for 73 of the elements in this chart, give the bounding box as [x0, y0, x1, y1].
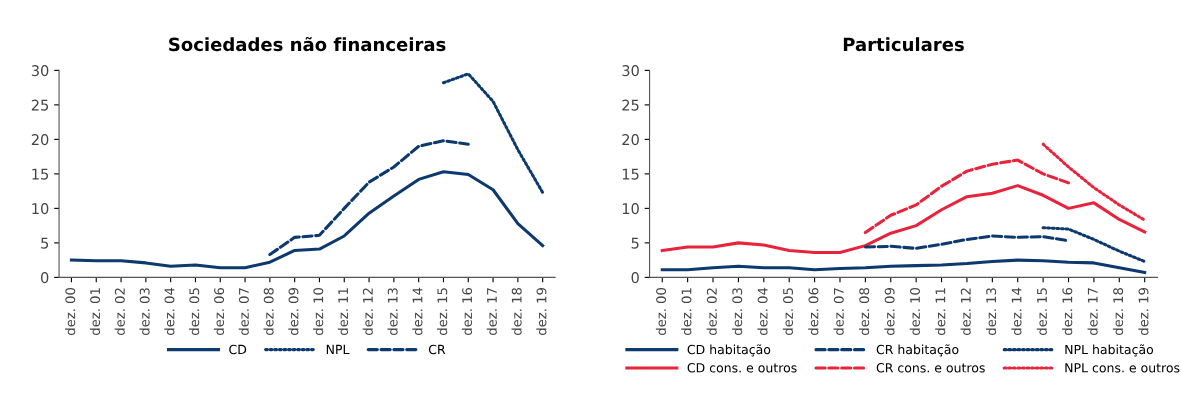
- line-series: [268, 139, 470, 257]
- legend-label: CR cons. e outros: [876, 363, 985, 373]
- x-tick-label: dez. 10: [909, 287, 920, 335]
- x-tick-label: dez. 12: [362, 288, 373, 335]
- line-series: [69, 170, 545, 270]
- x-tick-label: dez. 08: [858, 288, 870, 335]
- x-tick-label: dez. 11: [935, 288, 946, 335]
- x-tick-label: dez. 14: [1011, 287, 1022, 335]
- y-tick-label: 10: [32, 203, 49, 215]
- x-tick-label: dez. 02: [114, 288, 125, 335]
- y-tick-label: 25: [31, 99, 49, 111]
- y-tick-label: 20: [622, 134, 639, 146]
- x-tick-label: dez. 05: [782, 288, 794, 335]
- y-tick-label: 5: [41, 237, 49, 249]
- line-series: [1041, 226, 1147, 264]
- x-tick-label: dez. 06: [808, 287, 819, 335]
- x-tick-label: dez. 04: [164, 287, 175, 335]
- legend-label: CR habitação: [876, 344, 959, 357]
- line-series: [863, 158, 1071, 235]
- x-tick-label: dez. 05: [189, 288, 200, 335]
- x-tick-label: dez. 07: [238, 288, 249, 335]
- x-tick-label: dez. 07: [833, 288, 844, 335]
- line-series: [1041, 142, 1147, 222]
- x-tick-label: dez. 16: [461, 287, 473, 335]
- y-tick-label: 0: [631, 272, 639, 284]
- y-tick-label: 30: [31, 65, 49, 77]
- legend-label: CR: [428, 344, 446, 355]
- x-tick-label: dez. 08: [263, 288, 274, 335]
- x-tick-label: dez. 16: [1062, 287, 1073, 335]
- x-tick-label: dez. 13: [387, 288, 398, 335]
- x-tick-label: dez. 15: [437, 288, 448, 335]
- x-tick-label: dez. 17: [1087, 288, 1098, 335]
- x-tick-label: dez. 00: [655, 287, 667, 335]
- line-series: [441, 72, 545, 195]
- x-tick-label: dez. 19: [536, 288, 547, 335]
- legend-label: CD habitação: [687, 344, 771, 357]
- x-tick-label: dez. 02: [706, 288, 717, 335]
- y-tick-label: 15: [32, 168, 49, 180]
- x-tick-label: dez. 19: [1138, 288, 1149, 335]
- x-tick-label: dez. 13: [985, 288, 997, 335]
- legend-label: CD cons. e outros: [687, 363, 797, 373]
- x-tick-label: dez. 17: [486, 288, 497, 335]
- x-tick-label: dez. 00: [65, 287, 76, 335]
- x-tick-label: dez. 14: [412, 287, 423, 335]
- y-tick-label: 10: [622, 203, 639, 215]
- x-tick-label: dez. 04: [757, 287, 768, 335]
- y-tick-label: 30: [622, 65, 639, 77]
- y-tick-label: 15: [622, 168, 639, 180]
- legend-label: NPL cons. e outros: [1065, 363, 1180, 373]
- x-tick-label: dez. 01: [681, 288, 692, 335]
- x-tick-label: dez. 10: [313, 287, 324, 335]
- x-tick-label: dez. 09: [884, 288, 895, 335]
- x-tick-label: dez. 15: [1036, 288, 1047, 335]
- x-tick-label: dez. 03: [139, 288, 150, 335]
- line-series: [660, 184, 1147, 255]
- x-tick-label: dez. 18: [511, 288, 522, 335]
- line-series: [660, 258, 1147, 275]
- x-tick-label: dez. 18: [1112, 288, 1124, 335]
- legend-label: NPL: [326, 344, 350, 354]
- x-tick-label: dez. 11: [337, 288, 349, 335]
- legend-label: CD: [229, 344, 247, 355]
- x-tick-label: dez. 09: [288, 288, 299, 335]
- chart-title: Particulares: [843, 37, 964, 52]
- x-tick-label: dez. 01: [89, 288, 101, 335]
- y-tick-label: 25: [622, 99, 639, 111]
- y-tick-label: 20: [31, 134, 49, 146]
- y-tick-label: 0: [41, 272, 49, 284]
- x-tick-label: dez. 06: [213, 287, 225, 335]
- x-tick-label: dez. 12: [960, 288, 971, 335]
- legend-label: NPL habitação: [1065, 344, 1154, 357]
- chart-title: Sociedades não financeiras: [169, 36, 446, 52]
- y-tick-label: 5: [631, 237, 639, 249]
- x-tick-label: dez. 03: [732, 288, 743, 335]
